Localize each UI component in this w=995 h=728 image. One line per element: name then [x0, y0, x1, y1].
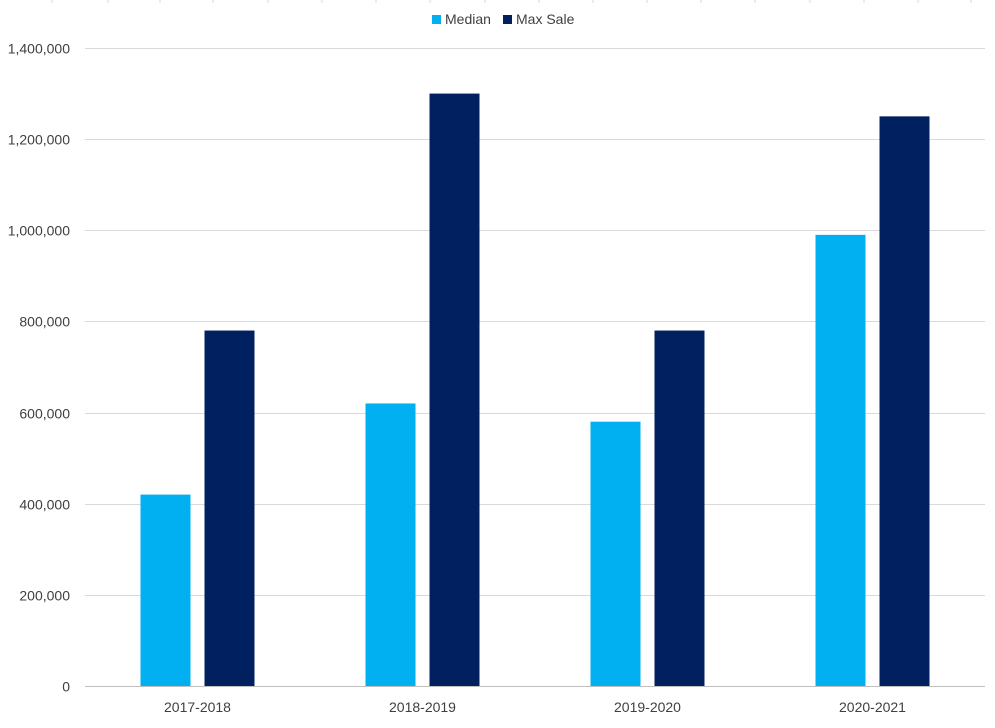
y-tick-label: 400,000 [19, 497, 70, 513]
sheet-cell-gridlines [51, 0, 972, 3]
bar-series [140, 93, 930, 687]
legend-label: Max Sale [516, 11, 575, 27]
bar-max-sale-2018-2019[interactable] [429, 93, 480, 687]
bar-max-sale-2017-2018[interactable] [204, 330, 255, 686]
y-tick-label: 200,000 [19, 588, 70, 604]
y-tick-label: 0 [62, 679, 70, 695]
legend-item-median[interactable]: Median [432, 11, 491, 27]
x-tick-label: 2020-2021 [839, 699, 906, 715]
legend-swatch [503, 15, 512, 24]
bar-median-2017-2018[interactable] [140, 494, 191, 686]
legend-swatch [432, 15, 441, 24]
legend-item-max-sale[interactable]: Max Sale [503, 11, 575, 27]
legend[interactable]: Median Max Sale [432, 11, 575, 27]
bar-max-sale-2019-2020[interactable] [654, 330, 705, 686]
bar-median-2018-2019[interactable] [365, 403, 416, 686]
legend-label: Median [445, 11, 491, 27]
x-tick-label: 2017-2018 [164, 699, 231, 715]
bar-median-2020-2021[interactable] [815, 234, 866, 687]
y-tick-label: 800,000 [19, 314, 70, 330]
x-axis: 2017-2018 2018-2019 2019-2020 2020-2021 [164, 699, 906, 715]
y-tick-label: 1,000,000 [8, 223, 70, 239]
x-tick-label: 2019-2020 [614, 699, 681, 715]
bar-max-sale-2020-2021[interactable] [879, 116, 930, 687]
y-tick-label: 1,400,000 [8, 41, 70, 57]
x-tick-label: 2018-2019 [389, 699, 456, 715]
y-tick-label: 1,200,000 [8, 132, 70, 148]
y-tick-label: 600,000 [19, 406, 70, 422]
y-axis: 0 200,000 400,000 600,000 800,000 1,000,000 1,… [8, 41, 71, 695]
bar-median-2019-2020[interactable] [590, 421, 641, 686]
